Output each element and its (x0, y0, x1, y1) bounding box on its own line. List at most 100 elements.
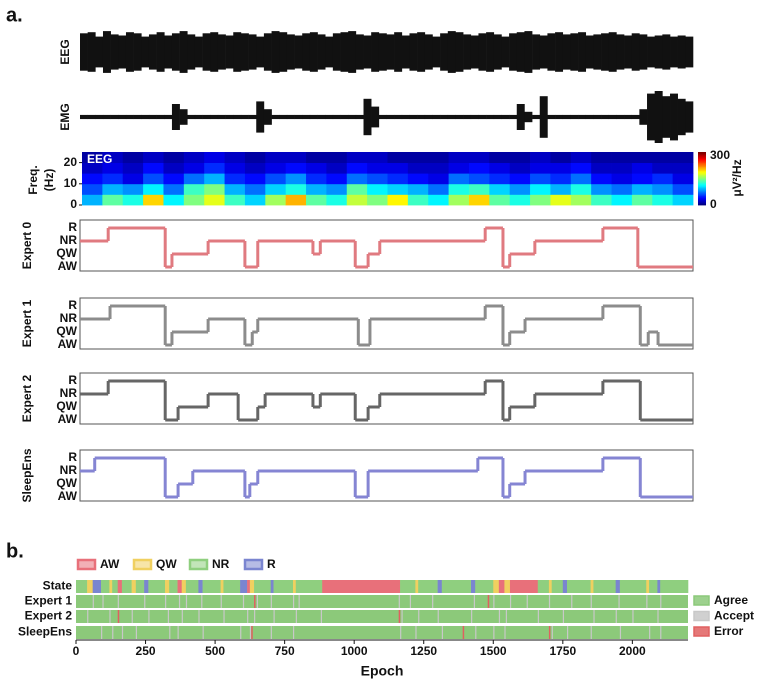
trace-segment (325, 36, 334, 68)
spectrogram-cell (163, 173, 185, 185)
trace-segment (294, 35, 303, 69)
y-axis-label: EEG (58, 39, 72, 64)
trace-segment (194, 114, 203, 120)
colorbar-cell (698, 197, 706, 199)
trace-segment (516, 104, 525, 130)
spectrogram-cell (265, 194, 287, 206)
spectrogram-cell (367, 194, 388, 206)
spectrogram-cell (489, 152, 511, 163)
spectrogram-cell (285, 194, 307, 206)
spectrogram-cell (530, 194, 551, 206)
spectrogram-cell (326, 183, 348, 195)
spectrogram-cell (591, 173, 612, 185)
trace-segment (118, 35, 127, 69)
trace-segment (110, 34, 119, 70)
spectrogram-cell (387, 183, 409, 195)
accept-mark (254, 610, 256, 623)
y-tick-label: QW (56, 324, 77, 338)
spectrogram-cell (631, 162, 653, 174)
spectrogram-cell (611, 173, 633, 185)
spectrogram-cell (143, 194, 164, 206)
spectrogram-cell (428, 173, 449, 185)
x-tick-label: 1000 (341, 644, 368, 658)
state-segment (548, 580, 552, 593)
accept-mark (247, 610, 249, 623)
spectrogram-cell (285, 162, 307, 174)
spectrogram-cell (530, 183, 551, 195)
accept-mark (505, 610, 507, 623)
spectrogram-cell (82, 194, 103, 206)
row-label: State (43, 579, 73, 593)
trace-segment (616, 114, 625, 120)
trace-segment (302, 114, 311, 120)
accept-mark (551, 626, 553, 639)
colorbar-cell (698, 186, 706, 189)
spectrogram-cell (367, 183, 388, 195)
spectrogram-cell (346, 194, 368, 206)
accept-mark (220, 595, 222, 608)
trace-segment (447, 114, 456, 120)
spectrogram-cell (224, 173, 246, 185)
error-mark (398, 610, 401, 623)
spectrogram-cell (611, 152, 633, 163)
accept-mark (249, 626, 252, 639)
accept-mark (590, 595, 592, 608)
accept-mark (295, 610, 297, 623)
spectrogram-cell (509, 162, 531, 174)
trace-segment (141, 36, 150, 68)
trace-segment (524, 111, 533, 123)
legend-label: Error (714, 624, 744, 638)
colorbar-cell (698, 179, 706, 182)
accept-mark (504, 626, 506, 639)
trace-segment (516, 32, 525, 72)
trace-segment (141, 114, 150, 120)
spectrogram-cell (102, 183, 124, 195)
trace-segment (647, 36, 655, 68)
error-mark (251, 626, 253, 639)
spectrogram-cell (163, 162, 185, 174)
spectrogram-cell (204, 194, 225, 206)
accept-mark (473, 595, 475, 608)
spectrogram-cell (122, 183, 144, 195)
legend-label: Accept (714, 609, 754, 623)
spectrogram-cell (224, 162, 246, 174)
spectrogram-cell (652, 194, 674, 206)
spectrogram-cell (265, 173, 287, 185)
state-segment (177, 580, 183, 593)
accept-mark (185, 595, 188, 608)
spectrogram-cell (346, 152, 368, 163)
spectrogram-cell (631, 173, 653, 185)
accept-mark (240, 626, 242, 639)
y-tick-label: AW (58, 412, 78, 426)
trace-segment (647, 93, 655, 141)
trace-segment (164, 114, 173, 120)
spectrogram-cell (652, 173, 674, 185)
trace-segment (409, 114, 418, 120)
trace-segment (685, 101, 694, 133)
colorbar-cell (698, 187, 706, 190)
spectrogram-cell (285, 183, 307, 195)
trace-segment (187, 114, 196, 120)
trace-segment (233, 32, 242, 72)
spectrogram-cell (163, 194, 185, 206)
accept-mark (101, 626, 103, 639)
y-tick-label: AW (58, 259, 78, 273)
accept-mark (223, 610, 225, 623)
trace-segment (478, 114, 487, 120)
y-tick-label: 10 (64, 176, 78, 190)
trace-segment (240, 33, 249, 71)
trace-segment (432, 114, 441, 120)
spectrogram-cell (163, 183, 185, 195)
spectrogram-cell (204, 183, 225, 195)
spectrogram-cell (102, 162, 124, 174)
colorbar-cell (698, 178, 706, 181)
trace-segment (463, 114, 472, 120)
spectrogram-cell (652, 162, 674, 174)
trace-segment (509, 114, 518, 120)
state-segment (619, 580, 647, 593)
x-tick-label: 500 (205, 644, 225, 658)
trace-segment (309, 32, 318, 72)
colorbar-cell (698, 202, 706, 205)
trace-segment (532, 114, 541, 120)
accept-mark (117, 595, 119, 608)
